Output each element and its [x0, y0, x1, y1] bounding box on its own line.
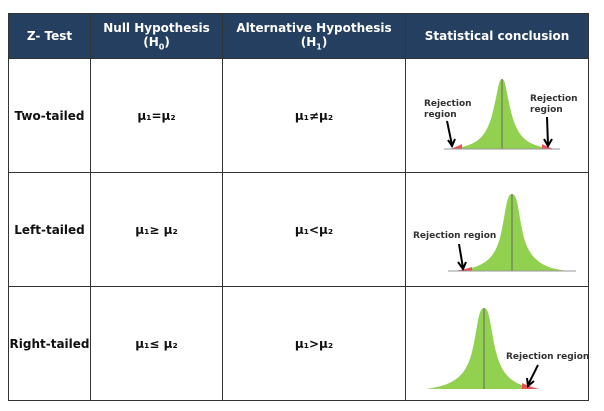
left-rejection-area: [453, 267, 472, 271]
test-name: Two-tailed: [8, 58, 91, 173]
arrow-icon: [543, 116, 553, 149]
z-test-table: Z- Test Null Hypothesis (H0) Alternative…: [8, 13, 589, 401]
arrow-icon: [446, 120, 456, 149]
null-hypothesis: μ₁≤ μ₂: [90, 286, 223, 401]
table-row: Two-tailed μ₁=μ₂ μ₁≠μ₂ Rejection region …: [8, 58, 589, 173]
null-hypothesis: μ₁≥ μ₂: [90, 172, 223, 287]
test-name: Left-tailed: [8, 172, 91, 287]
alt-hypothesis: μ₁<μ₂: [222, 172, 406, 287]
right-rejection-area: [542, 144, 558, 149]
two-tailed-curve: Rejection region Rejection region: [424, 79, 578, 150]
header-row: Z- Test Null Hypothesis (H0) Alternative…: [8, 13, 589, 59]
svg-text:region: region: [424, 110, 457, 120]
null-hypothesis: μ₁=μ₂: [90, 58, 223, 173]
conclusion-cell: Rejection region: [405, 286, 589, 401]
left-rejection-area: [446, 144, 462, 149]
svg-text:Rejection: Rejection: [530, 94, 578, 104]
right-tailed-curve: Rejection region: [426, 308, 589, 389]
header-alternative-hypothesis: Alternative Hypothesis (H1): [222, 13, 406, 59]
rejection-label: Rejection region: [506, 352, 589, 362]
left-tailed-curve: Rejection region: [413, 194, 576, 272]
rejection-label: Rejection region: [413, 231, 496, 241]
alt-hypothesis: μ₁≠μ₂: [222, 58, 406, 173]
svg-text:region: region: [530, 105, 563, 115]
header-z-test: Z- Test: [8, 13, 91, 59]
arrow-icon: [526, 364, 539, 388]
arrow-icon: [457, 243, 467, 272]
right-rejection-area: [522, 383, 540, 389]
test-name: Right-tailed: [8, 286, 91, 401]
header-null-hypothesis: Null Hypothesis (H0): [90, 13, 223, 59]
conclusion-cell: Rejection region: [405, 172, 589, 287]
conclusion-cell: Rejection region Rejection region: [405, 58, 589, 173]
table-row: Left-tailed μ₁≥ μ₂ μ₁<μ₂ Rejection regio…: [8, 172, 589, 287]
normal-curve: [426, 308, 540, 389]
rejection-label: Rejection: [424, 99, 472, 109]
header-statistical-conclusion: Statistical conclusion: [405, 13, 589, 59]
alt-hypothesis: μ₁>μ₂: [222, 286, 406, 401]
table-row: Right-tailed μ₁≤ μ₂ μ₁>μ₂ Rejection regi…: [8, 286, 589, 401]
